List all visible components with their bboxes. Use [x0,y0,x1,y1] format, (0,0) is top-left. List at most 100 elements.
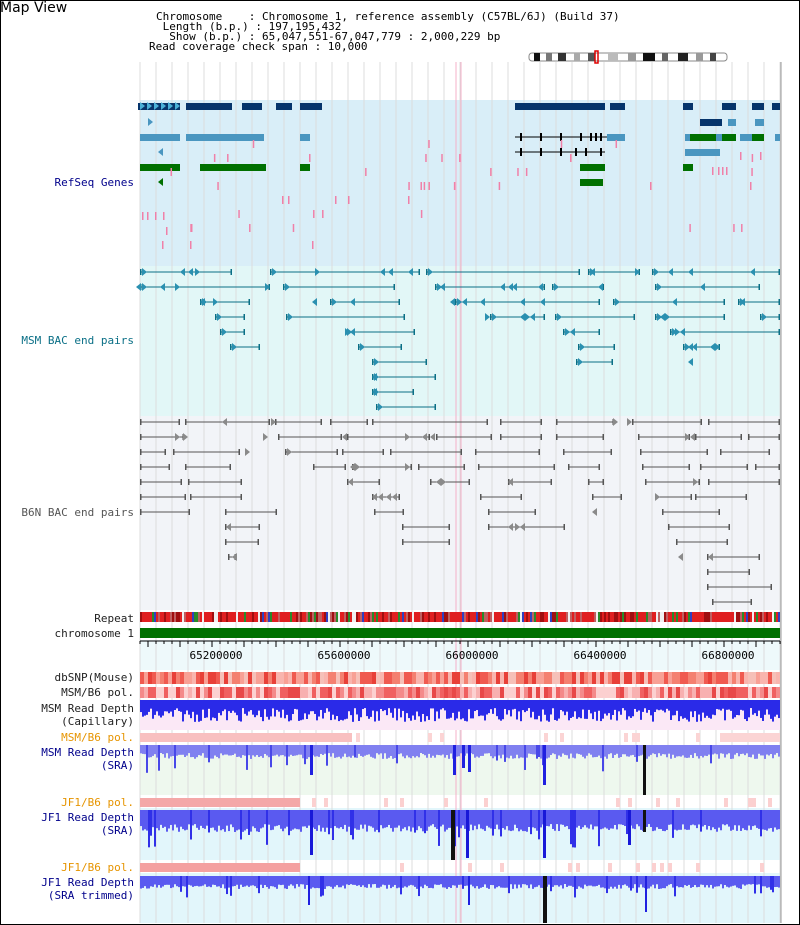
msm-sra-depth-bar [492,745,494,759]
jf1-trimmed-depth-bar [368,876,370,885]
dbsnp-cell [740,672,744,684]
jf1-sra-depth-bar [418,810,420,827]
jf1-b6-pol2-cell [252,863,256,872]
jf1-sra-depth-bar [652,810,654,832]
repeat-element [212,612,214,622]
repeat-element [426,612,428,622]
jf1-trimmed-depth-bar [518,876,520,885]
jf1-trimmed-depth-bar [500,876,502,888]
msm-b6-pol-cell [640,687,644,698]
jf1-trimmed-depth-bar [466,876,468,886]
msm-b6-pol2-cell [252,733,256,742]
msm-sra-depth-bar [574,745,576,759]
msm-sra-depth-bar [276,745,278,755]
dbsnp-cell [300,672,304,684]
msm-sra-depth-bar [380,745,382,754]
b6n-bac-pair [553,464,555,470]
msm-b6-pol-cell [176,687,180,698]
msm-capillary-depth-bar [166,700,168,712]
gene-arrow [154,102,159,110]
repeat-element [726,612,728,622]
repeat-element [644,612,646,622]
dbsnp-cell [216,672,220,684]
msm-sra-depth-bar [268,745,270,758]
msm-b6-pol-cell [604,687,608,698]
chromosome-ideogram[interactable] [528,50,730,64]
dbsnp-cell [724,672,728,684]
msm-sra-depth-bar [442,745,444,755]
msm-sra-depth-peak [462,745,465,768]
msm-sra-depth-bar [778,745,780,757]
repeat-element [194,612,196,622]
b6n-bac-pair [178,419,180,425]
msm-sra-depth-bar [592,745,594,758]
refseq-pink-tick [408,196,410,204]
jf1-trimmed-depth-bar [340,876,342,888]
msm-sra-depth-bar [552,745,554,754]
msm-b6-pol-cell [348,687,352,698]
jf1-trimmed-depth-bar [260,876,262,885]
msm-capillary-depth-bar [706,700,708,716]
repeat-element [214,612,216,622]
msm-sra-depth-bar [504,745,506,762]
msm-capillary-depth-bar [702,700,704,713]
dbsnp-cell [312,672,316,684]
msm-capillary-depth-bar [310,700,312,712]
jf1-sra-depth-bar [376,810,378,830]
jf1-b6-pol2-cell [152,863,156,872]
repeat-element [244,612,246,622]
b6n-bac-pair [778,419,780,425]
jf1-trimmed-depth-bar [554,876,556,886]
jf1-sra-depth-bar [740,810,742,831]
jf1-b6-pol-cell [244,798,248,807]
dbsnp-cell [256,672,260,684]
gene-arrow [232,343,237,351]
jf1-b6-pol2-cell [168,863,172,872]
refseq-pink-tick [560,140,563,148]
jf1-trimmed-depth-bar [778,876,780,888]
jf1-b6-pol-cell [616,798,620,807]
msm-capillary-depth-bar [244,700,246,714]
msm-bac-pair [588,269,590,275]
repeat-element [450,612,452,622]
msm-sra-depth-bar [288,745,290,757]
msm-b6-pol2-cell [284,733,288,742]
msm-b6-pol-cell [160,687,164,698]
jf1-trimmed-depth-bar [278,876,280,885]
msm-b6-pol-cell [512,687,516,698]
dbsnp-cell [524,672,528,684]
b6n-bac-pair [770,584,772,590]
jf1-trimmed-depth-bar [190,876,192,886]
jf1-b6-pol-cell [140,798,144,807]
gene-arrow [232,553,237,561]
msm-b6-pol-cell [152,687,156,698]
repeat-element [550,612,552,622]
gene-feature [607,134,625,141]
jf1-sra-depth-bar [688,810,690,830]
jf1-trimmed-depth-bar [344,876,346,889]
jf1-trimmed-depth-bar [262,876,264,889]
msm-sra-depth-bar [202,745,204,754]
jf1-b6-pol2-cell [160,863,164,872]
jf1-trimmed-depth-bar [558,876,560,887]
jf1-trimmed-depth-bar [276,876,278,889]
jf1-trimmed-depth-bar [180,876,182,892]
repeat-element [156,612,158,622]
msm-sra-depth-bar [282,745,284,756]
jf1-sra-depth-bar [612,810,614,829]
msm-capillary-depth-bar [176,700,178,709]
jf1-trimmed-depth-bar [736,876,738,888]
jf1-trimmed-depth-bar [626,876,628,886]
jf1-trimmed-depth-bar [628,876,630,888]
msm-b6-pol-cell [224,687,228,698]
jf1-sra-depth-bar [442,810,444,825]
msm-sra-depth-bar [318,745,320,757]
jf1-sra-depth-bar [728,810,730,827]
msm-sra-depth-bar [480,745,482,756]
axis-tick-label: 65200000 [190,649,243,662]
repeat-element [354,612,356,622]
msm-b6-pol-cell [560,687,564,698]
jf1-sra-depth-bar [328,810,330,835]
gene-arrow [140,102,145,110]
